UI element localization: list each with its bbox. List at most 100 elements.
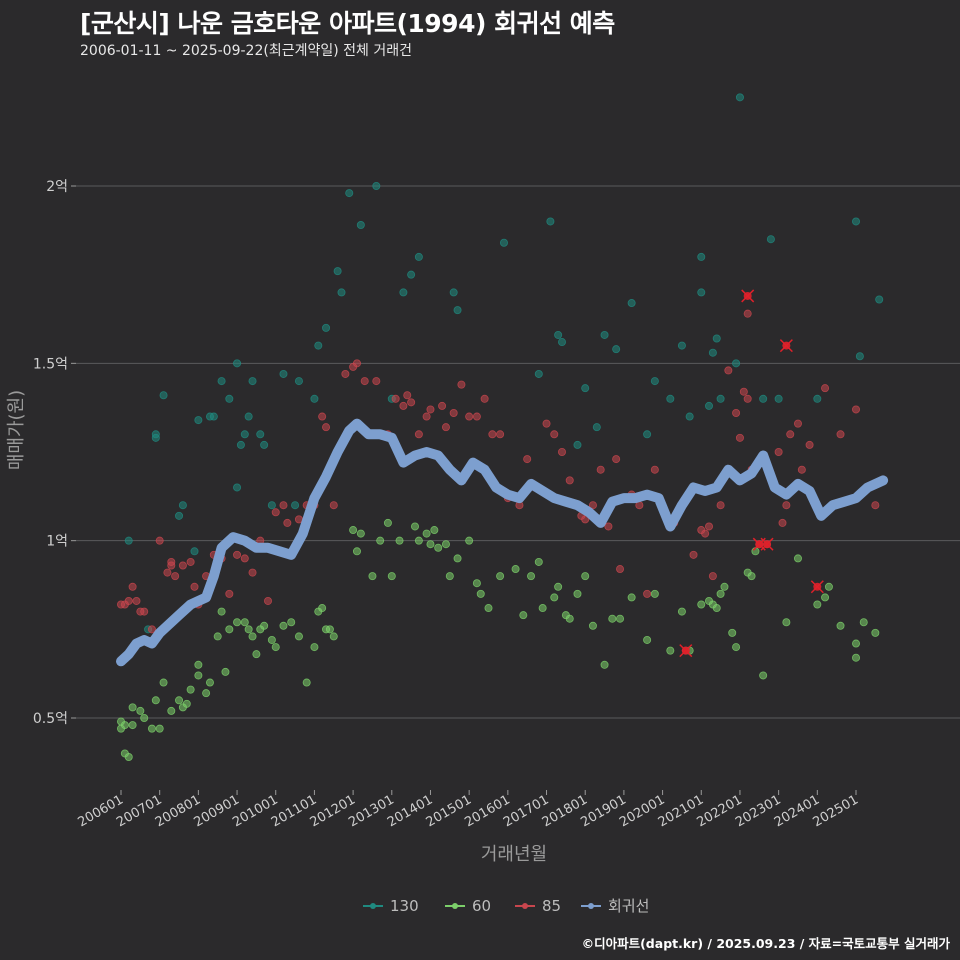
data-point-130 (233, 483, 242, 492)
data-point-85 (523, 455, 532, 464)
data-point-130 (244, 412, 253, 421)
data-point-130 (190, 547, 199, 556)
page-subtitle: 2006-01-11 ~ 2025-09-22(최근계약일) 전체 거래건 (80, 43, 412, 59)
data-point-85 (821, 384, 830, 393)
data-point-85 (650, 465, 659, 474)
data-point-130 (310, 394, 319, 403)
data-point-60 (414, 536, 423, 545)
data-point-130 (449, 288, 458, 297)
data-point-85 (399, 401, 408, 410)
data-point-60 (616, 614, 625, 623)
data-point-60 (852, 639, 861, 648)
data-point-60 (240, 618, 249, 627)
data-point-130 (209, 412, 218, 421)
x-tick-labels: 2006012007012008012009012010012011012012… (76, 790, 861, 830)
data-point-85 (743, 394, 752, 403)
data-point-60 (697, 600, 706, 609)
data-point-60 (159, 678, 168, 687)
data-point-130 (650, 377, 659, 386)
x-axis-title: 거래년월 (481, 844, 547, 865)
data-point-130 (546, 217, 555, 226)
data-point-60 (233, 618, 242, 627)
data-point-60 (627, 593, 636, 602)
data-point-85 (140, 607, 149, 616)
data-point-85 (167, 561, 176, 570)
legend-swatch-dot (522, 903, 528, 909)
highlight-marker (810, 580, 824, 594)
data-point-60 (484, 604, 493, 613)
data-point-85 (616, 565, 625, 574)
legend-label: 60 (472, 897, 491, 915)
data-point-60 (588, 621, 597, 630)
data-point-85 (612, 455, 621, 464)
data-point-85 (441, 423, 450, 432)
data-point-85 (360, 377, 369, 386)
data-point-130 (279, 369, 288, 378)
data-point-85 (488, 430, 497, 439)
data-point-130 (345, 189, 354, 198)
footer-credit: ©디아파트(dapt.kr) / 2025.09.23 / 자료=국토교통부 실… (581, 936, 950, 951)
data-point-130 (372, 181, 381, 190)
data-point-85 (372, 377, 381, 386)
data-point-85 (716, 501, 725, 510)
data-point-60 (728, 628, 737, 637)
data-point-85 (248, 568, 257, 577)
data-point-85 (708, 572, 717, 581)
data-point-85 (793, 419, 802, 428)
data-point-130 (735, 93, 744, 102)
data-point-130 (256, 430, 265, 439)
data-point-130 (356, 221, 365, 230)
data-point-60 (550, 593, 559, 602)
data-point-60 (472, 579, 481, 588)
data-point-85 (407, 398, 416, 407)
data-point-85 (449, 408, 458, 417)
data-point-60 (712, 604, 721, 613)
data-point-60 (356, 529, 365, 538)
data-point-60 (824, 582, 833, 591)
data-point-85 (724, 366, 733, 375)
data-point-85 (701, 529, 710, 538)
data-point-130 (337, 288, 346, 297)
legend-label: 130 (390, 897, 419, 915)
data-point-130 (217, 377, 226, 386)
data-point-130 (612, 345, 621, 354)
data-point-60 (279, 621, 288, 630)
regression-path (116, 418, 889, 667)
data-point-60 (205, 678, 214, 687)
data-point-130 (558, 338, 567, 347)
highlight-marker (741, 289, 755, 303)
data-point-60 (302, 678, 311, 687)
data-point-60 (167, 706, 176, 715)
data-point-85 (496, 430, 505, 439)
data-point-85 (318, 412, 327, 421)
data-point-85 (225, 589, 234, 598)
data-point-85 (403, 391, 412, 400)
data-point-85 (805, 440, 814, 449)
highlighted-points (679, 289, 824, 658)
data-point-85 (588, 501, 597, 510)
data-point-60 (573, 589, 582, 598)
data-point-60 (194, 660, 203, 669)
data-point-130 (643, 430, 652, 439)
data-point-85 (271, 508, 280, 517)
data-point-130 (291, 501, 300, 510)
data-point-60 (821, 593, 830, 602)
data-point-60 (666, 646, 675, 655)
data-point-130 (708, 348, 717, 357)
data-point-60 (759, 671, 768, 680)
data-point-130 (852, 217, 861, 226)
data-point-60 (732, 643, 741, 652)
regression-line (116, 418, 889, 667)
data-point-60 (294, 632, 303, 641)
data-point-130 (267, 501, 276, 510)
data-point-130 (581, 384, 590, 393)
data-point-60 (287, 618, 296, 627)
data-point-85 (132, 596, 141, 605)
data-point-60 (260, 621, 269, 630)
data-point-85 (836, 430, 845, 439)
data-point-85 (233, 550, 242, 559)
data-point-130 (194, 416, 203, 425)
data-point-130 (716, 394, 725, 403)
data-point-60 (747, 572, 756, 581)
data-point-130 (766, 235, 775, 244)
